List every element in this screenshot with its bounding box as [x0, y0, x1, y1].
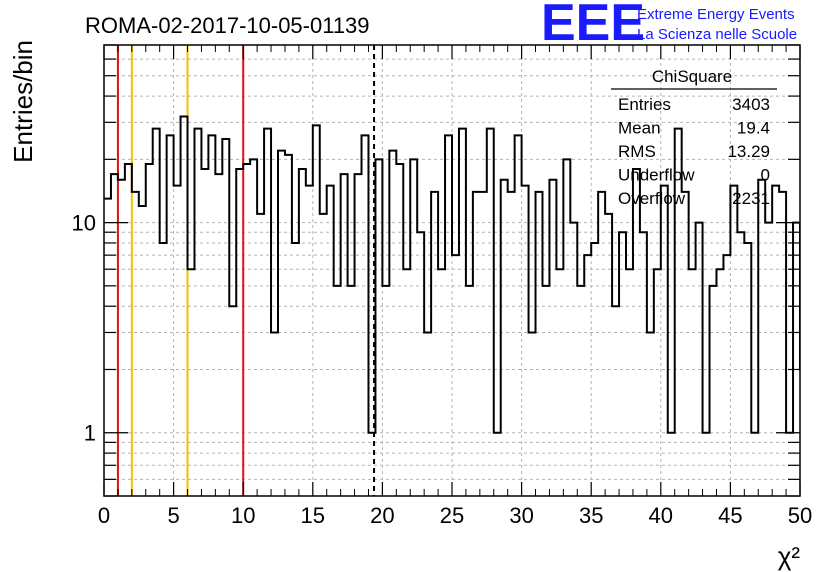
stats-label: Mean	[618, 119, 661, 138]
stats-value: 2231	[732, 189, 770, 208]
x-tick-label: 15	[301, 503, 325, 528]
stats-value: 19.4	[737, 119, 770, 138]
y-axis-label: Entries/bin	[8, 40, 38, 163]
stats-value: 3403	[732, 95, 770, 114]
stats-title: ChiSquare	[652, 67, 732, 86]
histogram-series	[104, 115, 800, 434]
histogram-line	[104, 115, 800, 434]
x-tick-label: 5	[167, 503, 179, 528]
x-tick-label: 10	[231, 503, 255, 528]
chart-title: ROMA-02-2017-10-05-01139	[85, 13, 370, 38]
stats-box: ChiSquare Entries 3403 Mean 19.4 RMS 13.29 Und…	[611, 67, 777, 208]
x-tick-label: 20	[370, 503, 394, 528]
axis-ticks	[103, 44, 801, 497]
x-tick-label: 25	[440, 503, 464, 528]
x-tick-label: 45	[718, 503, 742, 528]
eee-logo: EEE Extreme Energy Events La Scienza nel…	[541, 0, 797, 52]
y-tick-label: 1	[84, 421, 96, 446]
x-tick-label: 40	[649, 503, 673, 528]
stats-label: RMS	[618, 142, 656, 161]
x-tick-label: 30	[509, 503, 533, 528]
x-tick-label: 0	[98, 503, 110, 528]
x-tick-label: 50	[788, 503, 812, 528]
stats-label: Overflow	[618, 189, 686, 208]
stats-rows: Entries 3403 Mean 19.4 RMS 13.29 Underflow 0 Ove…	[618, 95, 770, 208]
stats-value: 13.29	[727, 142, 770, 161]
y-tick-label: 10	[72, 211, 96, 236]
x-axis-label: χ²	[778, 541, 801, 571]
stats-label: Underflow	[618, 166, 695, 185]
logo-line1: Extreme Energy Events	[637, 6, 795, 23]
stats-value: 0	[761, 166, 770, 185]
x-tick-labels: 0 5 10 15 20 25 30 35 40 45 50	[98, 503, 812, 528]
stats-label: Entries	[618, 95, 671, 114]
x-tick-label: 35	[579, 503, 603, 528]
logo-mark: EEE	[541, 0, 645, 52]
logo-line2: La Scienza nelle Scuole	[637, 26, 797, 43]
y-tick-labels: 1 10	[72, 211, 96, 446]
grid	[103, 44, 801, 497]
reference-lines	[116, 45, 376, 496]
